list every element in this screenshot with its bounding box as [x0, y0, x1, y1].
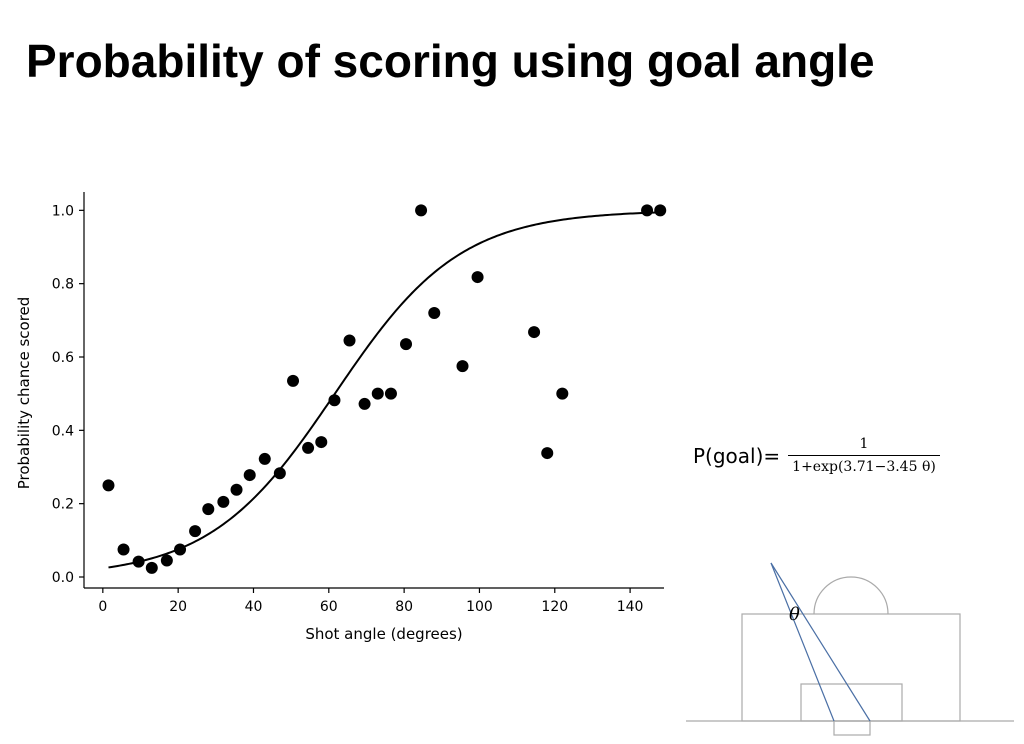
- fraction-bar: [788, 455, 940, 456]
- x-tick-label-1: 20: [169, 599, 187, 615]
- data-point-9: [217, 495, 230, 508]
- data-point-19: [358, 397, 371, 410]
- six-yard-box: [800, 683, 903, 722]
- data-point-27: [528, 326, 541, 339]
- y-tick-label-0: 0.0: [52, 570, 74, 586]
- data-point-16: [315, 436, 328, 449]
- data-point-26: [471, 271, 484, 284]
- plot-area: [102, 204, 667, 574]
- data-point-14: [287, 374, 300, 387]
- goal-mouth: [833, 720, 871, 736]
- x-tick-label-7: 140: [617, 599, 644, 615]
- data-point-25: [456, 360, 469, 373]
- x-tick-label-0: 0: [98, 599, 107, 615]
- penalty-box: [741, 613, 961, 722]
- y-axis-label: Probability chance scored: [15, 297, 33, 490]
- data-point-30: [641, 204, 654, 217]
- y-tick-label-5: 1.0: [52, 203, 74, 219]
- data-point-12: [258, 452, 271, 465]
- data-point-13: [273, 467, 286, 480]
- x-tick-label-5: 100: [466, 599, 493, 615]
- x-axis-label: Shot angle (degrees): [305, 625, 462, 643]
- logistic-fit-curve: [108, 211, 661, 569]
- data-point-18: [343, 334, 356, 347]
- x-tick-label-2: 40: [245, 599, 263, 615]
- data-point-1: [102, 479, 115, 492]
- x-tick-label-4: 80: [395, 599, 413, 615]
- x-ticks: 0 20 40 60 80 100 120 140: [98, 588, 643, 615]
- data-point-2: [117, 543, 130, 556]
- data-point-3: [132, 555, 145, 568]
- data-point-31: [654, 204, 667, 217]
- data-point-22: [400, 338, 413, 351]
- data-point-7: [189, 525, 202, 538]
- formula-lhs: P(goal)=: [693, 443, 781, 468]
- penalty-arc: [813, 576, 889, 615]
- data-point-17: [328, 394, 341, 407]
- y-ticks: 0.0 0.2 0.4 0.6 0.8 1.0: [52, 203, 84, 586]
- data-points: [102, 204, 667, 574]
- data-point-28: [541, 447, 554, 460]
- data-point-11: [243, 469, 256, 482]
- data-point-24: [428, 307, 441, 319]
- data-point-6: [174, 543, 187, 556]
- data-point-5: [160, 554, 173, 567]
- data-point-23: [415, 204, 428, 217]
- data-point-29: [556, 387, 569, 400]
- formula-fraction: 1 1+exp(3.71−3.45 θ): [788, 436, 940, 475]
- angle-line-near-post: [770, 562, 835, 722]
- data-point-10: [230, 483, 243, 496]
- formula-numerator: 1: [859, 436, 869, 452]
- x-tick-label-6: 120: [541, 599, 568, 615]
- data-point-8: [202, 503, 215, 516]
- x-tick-label-3: 60: [320, 599, 338, 615]
- data-point-4: [145, 561, 158, 574]
- data-point-15: [302, 441, 315, 454]
- theta-label: θ: [789, 604, 800, 625]
- y-tick-label-1: 0.2: [52, 497, 74, 513]
- scatter-chart: 0 20 40 60 80 100 120 140 0.0 0.2 0.4 0.6 0.8 1.0 Sh…: [15, 192, 667, 643]
- y-tick-label-3: 0.6: [52, 350, 74, 366]
- angle-line-far-post: [770, 562, 871, 722]
- data-point-20: [371, 387, 384, 400]
- logistic-formula: P(goal)= 1 1+exp(3.71−3.45 θ): [693, 436, 940, 475]
- y-tick-label-2: 0.4: [52, 423, 74, 439]
- data-point-21: [384, 387, 397, 400]
- slide-title: Probability of scoring using goal angle: [26, 35, 875, 87]
- formula-denominator: 1+exp(3.71−3.45 θ): [792, 459, 936, 475]
- y-tick-label-4: 0.8: [52, 277, 74, 293]
